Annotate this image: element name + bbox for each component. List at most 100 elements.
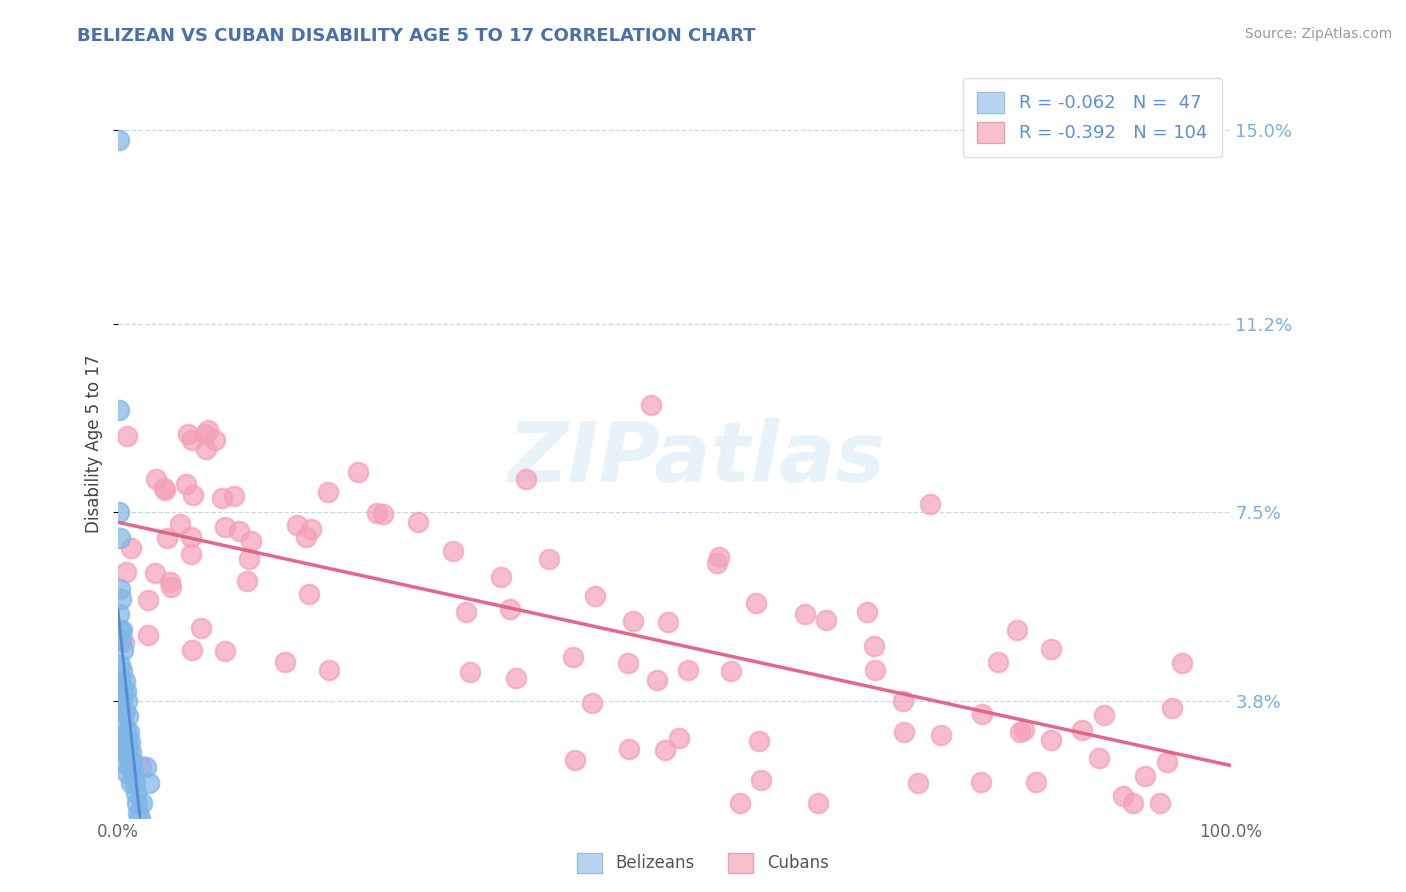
Point	[110, 632, 132, 647]
Point	[238, 552, 260, 566]
Point	[707, 549, 730, 564]
Point	[112, 634, 135, 648]
Point	[1161, 701, 1184, 715]
Point	[274, 656, 297, 670]
Point	[181, 488, 204, 502]
Point	[115, 694, 138, 708]
Point	[406, 515, 429, 529]
Point	[214, 520, 236, 534]
Point	[211, 491, 233, 506]
Point	[668, 731, 690, 746]
Point	[1025, 774, 1047, 789]
Point	[111, 694, 134, 708]
Text: BELIZEAN VS CUBAN DISABILITY AGE 5 TO 17 CORRELATION CHART: BELIZEAN VS CUBAN DISABILITY AGE 5 TO 17…	[77, 27, 756, 45]
Point	[111, 623, 134, 637]
Point	[441, 544, 464, 558]
Point	[654, 743, 676, 757]
Point	[499, 602, 522, 616]
Point	[197, 423, 219, 437]
Legend: R = -0.062   N =  47, R = -0.392   N = 104: R = -0.062 N = 47, R = -0.392 N = 104	[963, 78, 1222, 157]
Point	[617, 656, 640, 670]
Point	[1088, 751, 1111, 765]
Point	[318, 663, 340, 677]
Point	[1071, 723, 1094, 737]
Point	[893, 724, 915, 739]
Point	[112, 684, 135, 698]
Point	[169, 517, 191, 532]
Point	[145, 472, 167, 486]
Point	[117, 709, 139, 723]
Y-axis label: Disability Age 5 to 17: Disability Age 5 to 17	[86, 354, 103, 533]
Point	[918, 497, 941, 511]
Point	[120, 745, 142, 759]
Point	[129, 758, 152, 772]
Point	[136, 593, 159, 607]
Point	[617, 742, 640, 756]
Point	[111, 735, 134, 749]
Point	[110, 673, 132, 688]
Point	[110, 704, 132, 718]
Point	[125, 796, 148, 810]
Point	[815, 613, 838, 627]
Point	[647, 673, 669, 687]
Point	[108, 531, 131, 545]
Point	[114, 704, 136, 718]
Text: Source: ZipAtlas.com: Source: ZipAtlas.com	[1244, 27, 1392, 41]
Point	[1005, 623, 1028, 637]
Point	[131, 796, 153, 810]
Point	[863, 639, 886, 653]
Point	[1156, 755, 1178, 769]
Point	[505, 671, 527, 685]
Point	[794, 607, 817, 621]
Point	[970, 707, 993, 722]
Point	[891, 694, 914, 708]
Point	[118, 760, 141, 774]
Point	[366, 506, 388, 520]
Point	[458, 665, 481, 680]
Point	[153, 483, 176, 498]
Point	[129, 812, 152, 826]
Point	[676, 663, 699, 677]
Point	[121, 756, 143, 770]
Point	[135, 760, 157, 774]
Point	[1040, 641, 1063, 656]
Point	[190, 621, 212, 635]
Point	[112, 756, 135, 770]
Point	[194, 426, 217, 441]
Point	[748, 734, 770, 748]
Point	[110, 592, 132, 607]
Point	[537, 551, 560, 566]
Point	[136, 628, 159, 642]
Point	[120, 735, 142, 749]
Point	[240, 533, 263, 548]
Point	[562, 649, 585, 664]
Point	[159, 574, 181, 589]
Point	[108, 658, 131, 673]
Point	[1133, 769, 1156, 783]
Point	[347, 465, 370, 479]
Point	[856, 605, 879, 619]
Point	[204, 433, 226, 447]
Point	[124, 776, 146, 790]
Point	[120, 541, 142, 555]
Point	[1040, 733, 1063, 747]
Point	[583, 589, 606, 603]
Point	[1012, 723, 1035, 737]
Point	[115, 566, 138, 580]
Point	[745, 596, 768, 610]
Point	[285, 518, 308, 533]
Point	[929, 728, 952, 742]
Point	[180, 531, 202, 545]
Point	[120, 776, 142, 790]
Point	[110, 735, 132, 749]
Point	[228, 524, 250, 539]
Point	[749, 772, 772, 787]
Point	[1171, 656, 1194, 670]
Point	[807, 796, 830, 810]
Point	[114, 745, 136, 759]
Point	[621, 614, 644, 628]
Point	[299, 522, 322, 536]
Point	[117, 745, 139, 759]
Point	[108, 623, 131, 637]
Point	[564, 753, 586, 767]
